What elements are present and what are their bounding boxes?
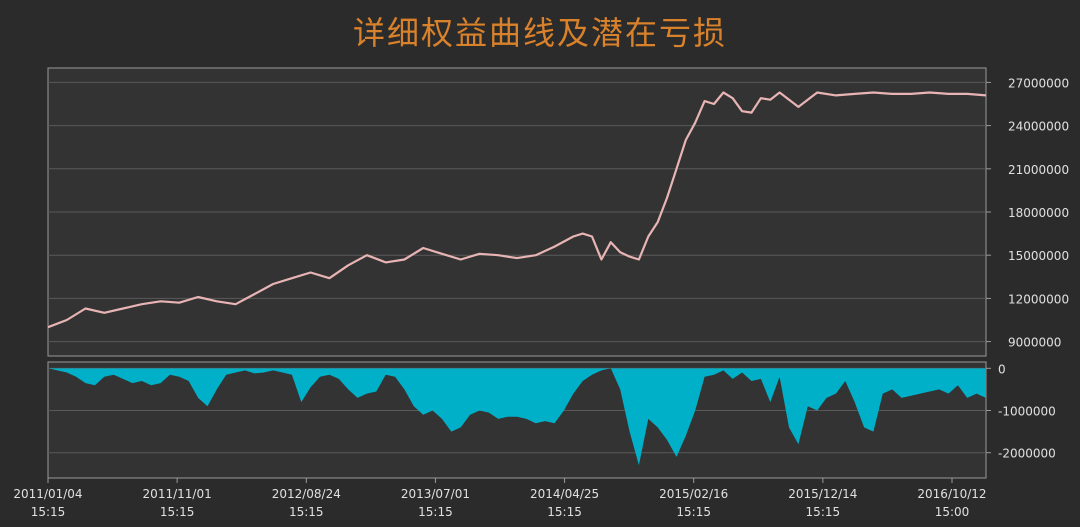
x-tick-label-date: 2011/01/04: [13, 487, 82, 501]
equity-y-tick-label: 27000000: [1008, 76, 1069, 90]
x-tick-label-time: 15:15: [289, 505, 324, 519]
x-tick-label-date: 2012/08/24: [272, 487, 341, 501]
drawdown-y-tick-label: -2000000: [998, 447, 1056, 461]
x-tick-label-time: 15:15: [676, 505, 711, 519]
equity-y-tick-label: 9000000: [1008, 336, 1061, 350]
x-tick-label-time: 15:15: [160, 505, 195, 519]
x-tick-label-time: 15:15: [806, 505, 841, 519]
x-tick-label-date: 2014/04/25: [530, 487, 599, 501]
x-tick-label-time: 15:00: [935, 505, 970, 519]
drawdown-area: [48, 368, 986, 466]
equity-y-tick-label: 18000000: [1008, 206, 1069, 220]
equity-y-tick-label: 12000000: [1008, 292, 1069, 306]
x-tick-label-time: 15:15: [547, 505, 582, 519]
equity-line: [47, 91, 987, 329]
drawdown-y-tick-label: 0: [998, 362, 1006, 376]
equity-y-tick-label: 15000000: [1008, 249, 1069, 263]
equity-y-tick-label: 21000000: [1008, 163, 1069, 177]
x-tick-label-time: 15:15: [418, 505, 453, 519]
x-tick-label-date: 2015/02/16: [659, 487, 728, 501]
x-tick-label-time: 15:15: [31, 505, 66, 519]
x-tick-label-date: 2015/12/14: [788, 487, 857, 501]
chart-title: 详细权益曲线及潜在亏损: [352, 14, 727, 52]
drawdown-y-tick-label: -1000000: [998, 405, 1056, 419]
x-tick-label-date: 2013/07/01: [401, 487, 470, 501]
equity-y-tick-label: 24000000: [1008, 120, 1069, 134]
x-tick-label-date: 2016/10/12: [917, 487, 986, 501]
x-tick-label-date: 2011/11/01: [143, 487, 212, 501]
